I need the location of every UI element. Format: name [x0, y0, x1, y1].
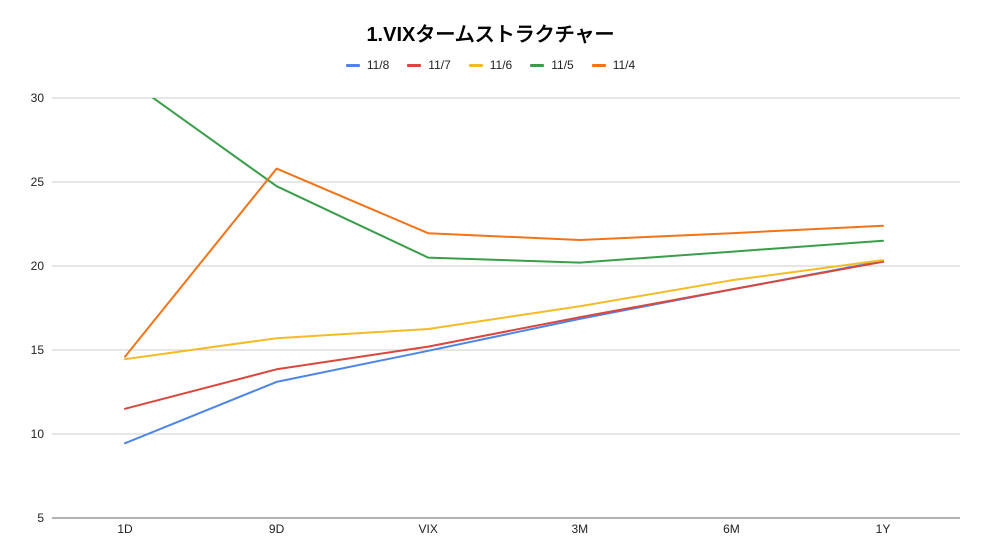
legend-item: 11/5 [530, 58, 574, 72]
legend-label: 11/5 [551, 58, 574, 72]
x-tick-label: 3M [571, 522, 588, 536]
legend-item: 11/4 [591, 58, 636, 72]
y-tick-label: 20 [31, 259, 45, 273]
legend-swatch [345, 63, 360, 67]
series-line-11-6 [124, 259, 884, 361]
legend-item: 11/8 [345, 58, 390, 72]
legend-swatch [468, 63, 483, 67]
x-tick-label: 1Y [876, 522, 891, 536]
y-tick-label: 5 [37, 511, 44, 525]
legend-label: 11/4 [612, 58, 636, 72]
y-tick-label: 15 [31, 343, 45, 357]
legend-label: 11/7 [428, 58, 451, 72]
legend-item: 11/7 [407, 58, 451, 72]
y-tick-label: 25 [31, 175, 45, 189]
y-tick-label: 10 [31, 427, 45, 441]
x-tick-label: 6M [723, 522, 740, 536]
legend-item: 11/6 [468, 58, 513, 72]
series-group [124, 98, 884, 445]
series-line-11-8 [124, 260, 884, 445]
x-tick-label: VIX [419, 522, 438, 536]
legend-swatch [407, 63, 422, 67]
x-tick-label: 1D [117, 522, 133, 536]
legend-swatch [530, 63, 545, 67]
legend-label: 11/8 [366, 58, 390, 72]
series-line-11-4 [124, 167, 884, 358]
legend-swatch [591, 63, 606, 67]
series-line-11-7 [124, 260, 884, 410]
chart-legend: 11/8 11/7 11/6 11/5 11/4 [0, 58, 981, 72]
chart-title: 1.VIXタームストラクチャー [366, 24, 615, 46]
y-tick-label: 30 [31, 91, 45, 105]
x-tick-label: 9D [269, 522, 285, 536]
legend-label: 11/6 [489, 58, 513, 72]
series-line-11-5 [151, 98, 884, 264]
